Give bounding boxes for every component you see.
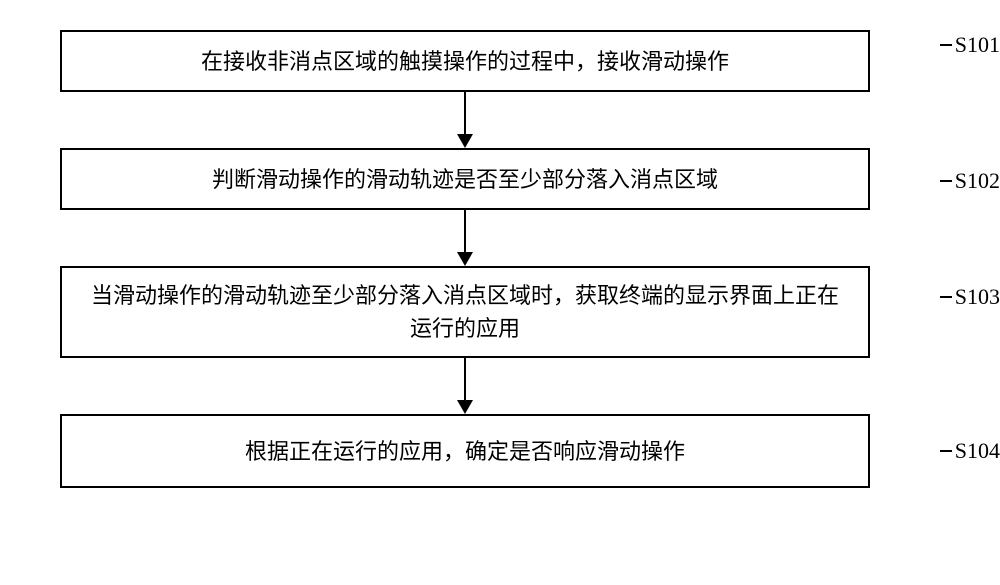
step-label-4: S104 [955,438,1000,464]
step-text-2: 判断滑动操作的滑动轨迹是否至少部分落入消点区域 [212,163,718,196]
connector-1 [60,92,870,148]
step-box-1: 在接收非消点区域的触摸操作的过程中，接收滑动操作 [60,30,870,92]
arrow-head-3 [457,400,473,414]
step-text-3: 当滑动操作的滑动轨迹至少部分落入消点区域时，获取终端的显示界面上正在运行的应用 [82,279,848,345]
arrow-line-2 [464,210,466,252]
step-text-4: 根据正在运行的应用，确定是否响应滑动操作 [245,435,685,468]
step-row-1: 在接收非消点区域的触摸操作的过程中，接收滑动操作 S101 [60,30,940,92]
step-tick-3 [940,296,952,298]
step-label-1: S101 [955,32,1000,58]
connector-3 [60,358,870,414]
step-row-3: 当滑动操作的滑动轨迹至少部分落入消点区域时，获取终端的显示界面上正在运行的应用 … [60,266,940,358]
step-label-2: S102 [955,168,1000,194]
flowchart-container: 在接收非消点区域的触摸操作的过程中，接收滑动操作 S101 判断滑动操作的滑动轨… [60,30,940,488]
step-tick-4 [940,450,952,452]
step-tick-1 [940,44,952,46]
step-text-1: 在接收非消点区域的触摸操作的过程中，接收滑动操作 [201,45,729,78]
step-box-4: 根据正在运行的应用，确定是否响应滑动操作 [60,414,870,488]
arrow-line-3 [464,358,466,400]
step-box-2: 判断滑动操作的滑动轨迹是否至少部分落入消点区域 [60,148,870,210]
arrow-head-2 [457,252,473,266]
arrow-line-1 [464,92,466,134]
connector-2 [60,210,870,266]
step-label-3: S103 [955,284,1000,310]
step-row-2: 判断滑动操作的滑动轨迹是否至少部分落入消点区域 S102 [60,148,940,210]
step-tick-2 [940,180,952,182]
step-box-3: 当滑动操作的滑动轨迹至少部分落入消点区域时，获取终端的显示界面上正在运行的应用 [60,266,870,358]
arrow-head-1 [457,134,473,148]
step-row-4: 根据正在运行的应用，确定是否响应滑动操作 S104 [60,414,940,488]
